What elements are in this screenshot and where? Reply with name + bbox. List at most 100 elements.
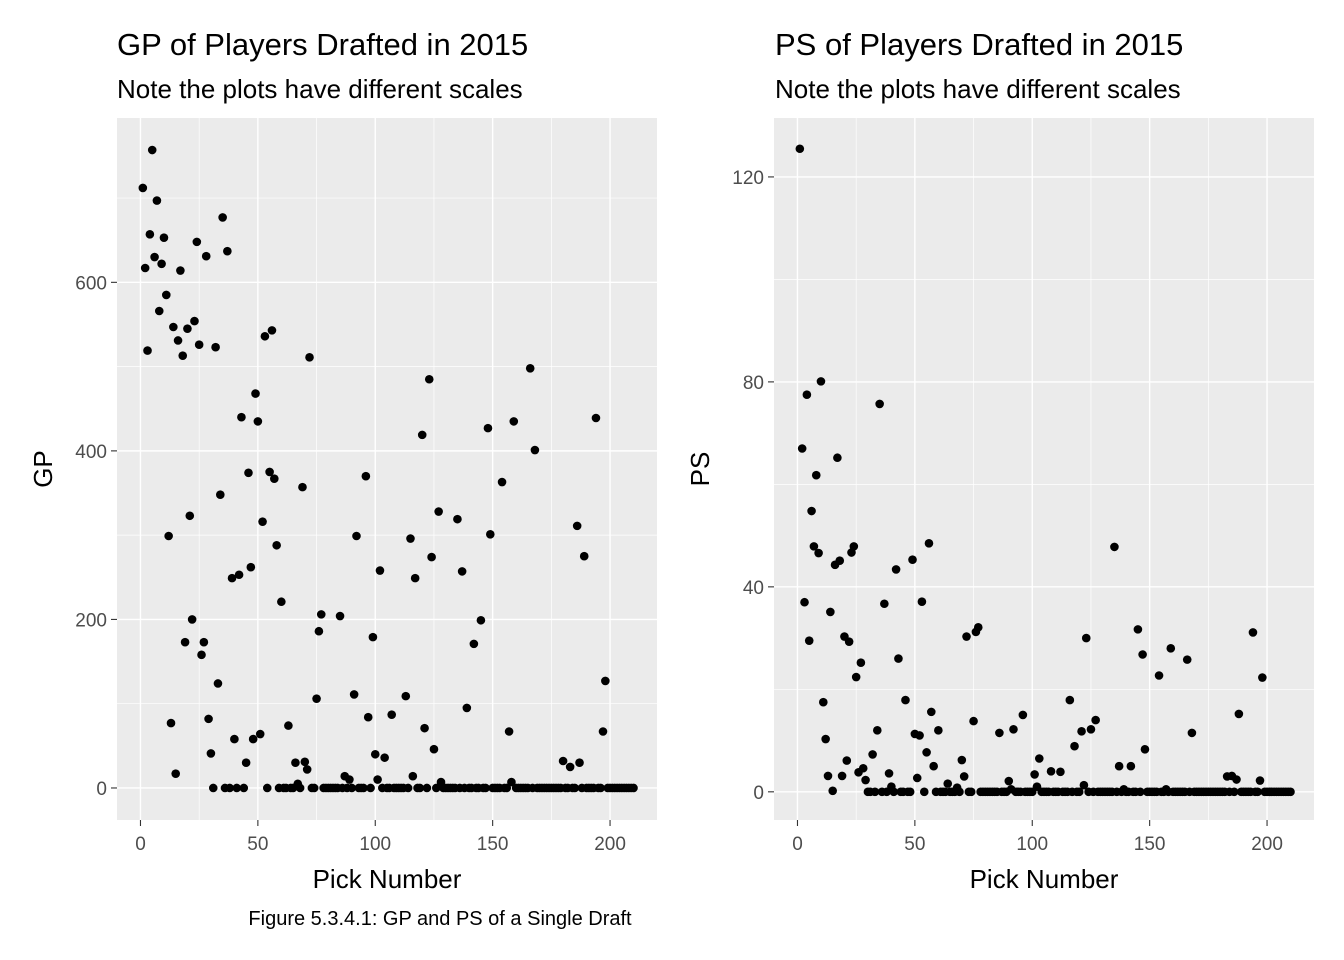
ps-data-point [823,771,833,781]
ps-points [795,144,1295,797]
gp-data-point [246,562,256,572]
gp-data-point [295,783,305,793]
ps-chart: PS of Players Drafted in 2015 Note the p… [685,27,1314,894]
gp-data-point [481,783,490,793]
gp-data-point [225,783,234,793]
gp-data-point [434,507,443,516]
gp-data-point [206,749,216,758]
ps-data-point [1046,767,1056,776]
ps-data-point [1009,725,1018,734]
ps-data-point [842,756,852,765]
ps-data-point [973,623,983,632]
gp-data-point [408,771,418,781]
gp-data-point [575,758,584,767]
ps-data-point [858,763,868,773]
gp-data-point [629,783,638,793]
gp-data-point [387,710,397,719]
ps-data-point [1234,709,1244,719]
ps-data-point [908,555,917,564]
ps-data-point [851,672,861,682]
ps-x-tick-label: 50 [904,834,925,855]
gp-data-point [422,783,432,793]
ps-data-point [1077,727,1086,736]
gp-data-point [359,783,368,793]
gp-data-point [469,639,479,649]
gp-data-point [204,714,213,724]
gp-data-point [239,783,249,793]
ps-data-point [1030,770,1039,779]
gp-data-point [169,322,178,332]
gp-y-axis-title: GP [28,450,58,488]
ps-data-point [1081,633,1091,643]
ps-data-point [870,787,880,797]
ps-x-axis-title: Pick Number [970,864,1119,894]
ps-data-point [884,769,894,778]
gp-x-tick-label: 150 [477,834,509,855]
gp-data-point [166,718,176,728]
ps-data-point [875,399,884,409]
figure-caption: Figure 5.3.4.1: GP and PS of a Single Dr… [248,908,632,930]
gp-data-point [486,530,495,539]
ps-data-point [995,728,1004,738]
gp-data-point [180,637,190,647]
gp-data-point [424,374,434,384]
ps-data-point [889,787,899,797]
ps-data-point [894,654,903,663]
gp-chart-title: GP of Players Drafted in 2015 [117,27,528,62]
gp-data-point [201,251,211,261]
gp-data-point [415,783,425,793]
ps-data-point [891,565,901,574]
gp-data-point [147,145,157,155]
ps-data-point [797,444,807,453]
gp-data-point [504,727,514,736]
gp-x-tick-label: 200 [594,834,626,855]
ps-data-point [816,377,826,386]
gp-chart-subtitle: Note the plots have different scales [117,74,523,104]
ps-data-point [957,755,967,765]
gp-data-point [345,775,354,784]
gp-data-point [427,552,436,562]
gp-data-point [300,757,310,767]
gp-data-point [159,233,169,242]
ps-x-tick-label: 150 [1134,834,1166,855]
ps-data-point [969,716,978,726]
ps-data-point [1018,710,1028,720]
gp-data-point [255,729,265,739]
gp-data-point [316,610,326,619]
gp-data-point [265,467,274,477]
gp-y-tick-label: 600 [75,273,107,294]
ps-chart-subtitle: Note the plots have different scales [775,74,1181,104]
gp-data-point [173,336,183,345]
gp-data-point [262,783,272,793]
gp-data-point [284,721,293,730]
gp-data-point [157,259,166,269]
gp-data-point [403,783,413,793]
gp-data-point [406,534,415,543]
gp-data-point [530,445,540,455]
gp-data-point [277,597,286,607]
ps-data-point [1110,542,1119,552]
gp-data-point [352,531,361,541]
gp-data-point [410,573,420,583]
ps-data-point [1056,767,1065,777]
gp-data-point [199,637,209,647]
ps-data-point [819,697,828,707]
gp-data-point [192,237,202,247]
gp-data-point [211,342,220,352]
ps-data-point [917,597,927,607]
ps-data-point [1133,625,1143,634]
gp-data-point [565,762,575,772]
ps-data-point [861,775,870,785]
gp-data-point [525,363,535,373]
gp-data-point [260,331,270,341]
gp-data-point [145,230,155,239]
ps-data-point [924,539,934,548]
gp-data-point [223,246,232,256]
gp-data-point [305,353,314,362]
gp-data-point [370,749,380,759]
gp-data-point [420,723,429,733]
gp-data-point [241,758,251,767]
gp-data-point [361,471,371,481]
gp-data-point [366,783,375,793]
gp-data-point [298,482,307,492]
